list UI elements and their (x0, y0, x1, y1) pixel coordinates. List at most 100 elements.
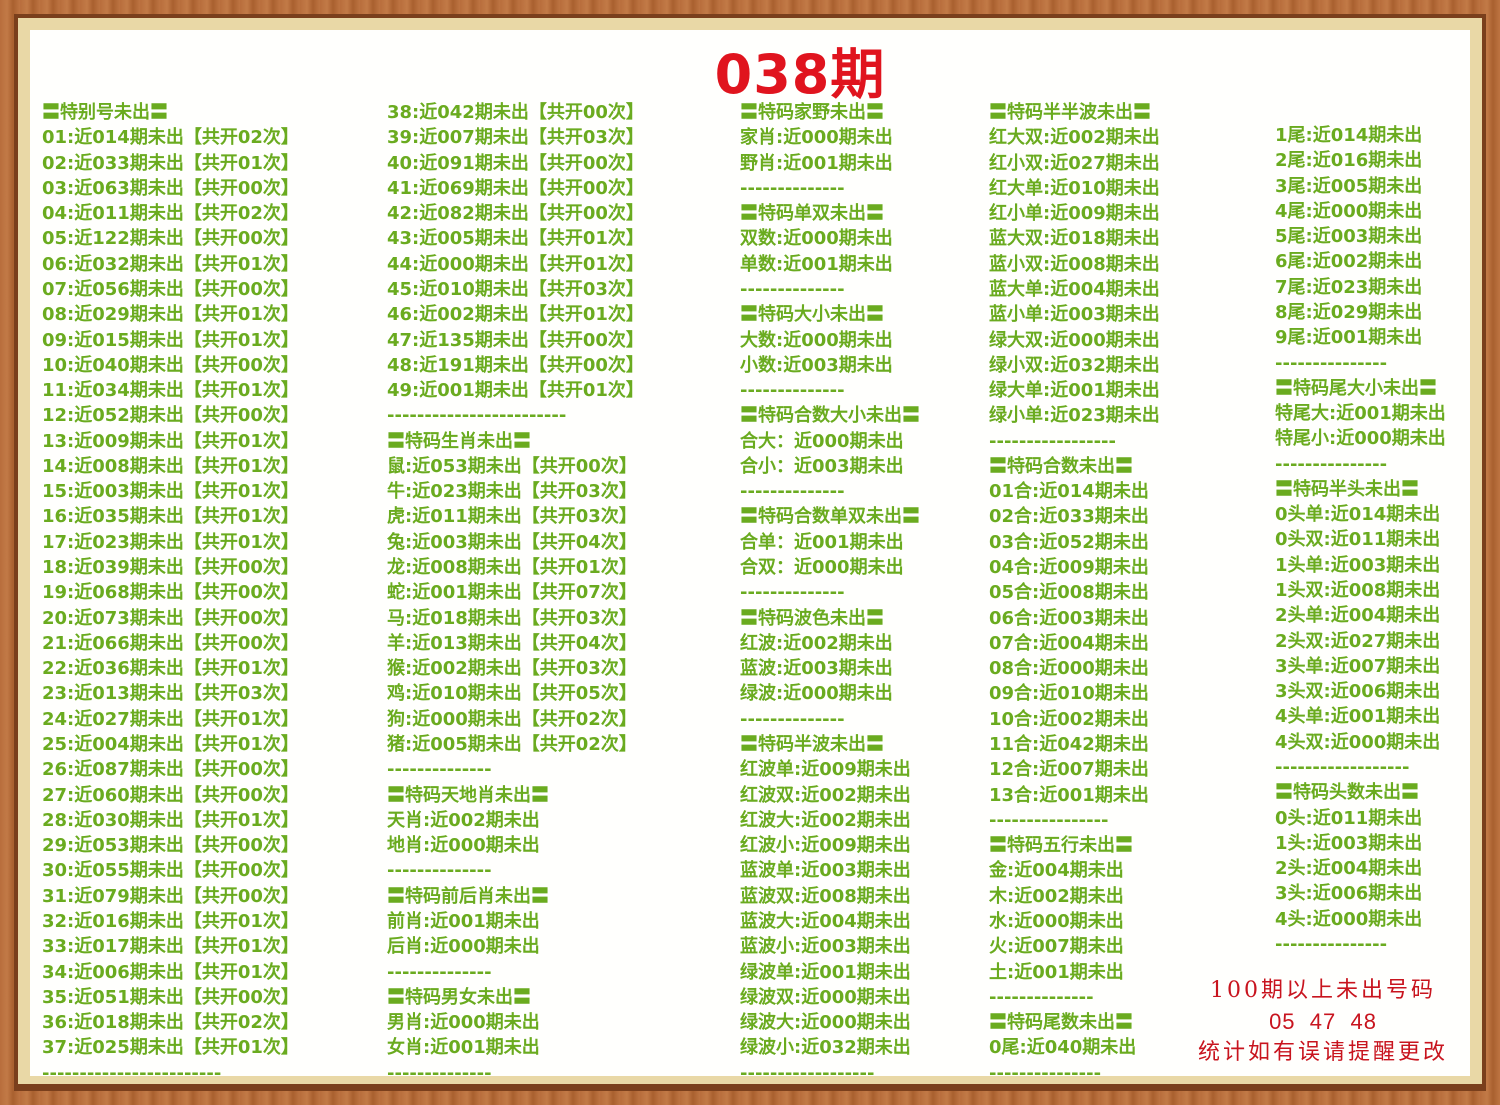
stat-line: 红小双:近027期未出 (989, 152, 1160, 174)
divider: -------------- (740, 177, 845, 199)
stat-line: 绿小双:近032期未出 (989, 354, 1160, 376)
stat-line: 48:近191期未出【共开00次】 (387, 354, 644, 376)
stat-line: 绿波单:近001期未出 (740, 961, 911, 983)
section-header: 〓特码五行未出〓 (989, 835, 1133, 857)
stat-line: 兔:近003期未出【共开04次】 (387, 531, 637, 553)
note-line-2: 05 47 48 (1269, 1009, 1377, 1034)
stat-line: 13合:近001期未出 (989, 784, 1149, 806)
stat-line: 红大单:近010期未出 (989, 177, 1160, 199)
divider: -------------- (740, 708, 845, 730)
stat-line: 08:近029期未出【共开01次】 (42, 304, 299, 326)
section-header: 〓特码前后肖未出〓 (387, 885, 549, 907)
section-header: 〓特码尾大小未出〓 (1275, 377, 1437, 399)
stat-line: 蓝波双:近008期未出 (740, 885, 911, 907)
stat-line: 0头双:近011期未出 (1275, 529, 1441, 551)
divider: --------------- (1275, 933, 1388, 955)
issue-title: 038期 (714, 43, 886, 106)
stat-line: 09:近015期未出【共开01次】 (42, 329, 299, 351)
stat-line: 0尾:近040期未出 (989, 1037, 1137, 1059)
stat-line: 20:近073期未出【共开00次】 (42, 607, 299, 629)
stat-line: 牛:近023期未出【共开03次】 (387, 481, 637, 503)
stat-line: 16:近035期未出【共开01次】 (42, 506, 299, 528)
stat-line: 3头:近006期未出 (1275, 883, 1423, 905)
stat-line: 01:近014期未出【共开02次】 (42, 127, 299, 149)
divider: -------------- (740, 380, 845, 402)
stat-line: 18:近039期未出【共开00次】 (42, 557, 299, 579)
stat-line: 3尾:近005期未出 (1275, 175, 1423, 197)
stat-line: 39:近007期未出【共开03次】 (387, 127, 644, 149)
stat-line: 38:近042期未出【共开00次】 (387, 102, 644, 123)
stat-line: 大数:近000期未出 (740, 329, 893, 351)
stat-line: 06合:近003期未出 (989, 607, 1149, 629)
section-header: 〓特码波色未出〓 (740, 607, 884, 629)
stat-line: 47:近135期未出【共开00次】 (387, 329, 644, 351)
stat-line: 17:近023期未出【共开01次】 (42, 531, 299, 553)
section-header: 〓特码生肖未出〓 (387, 430, 531, 452)
divider: -------------- (387, 961, 492, 983)
stat-line: 15:近003期未出【共开01次】 (42, 481, 299, 503)
stat-line: 02:近033期未出【共开01次】 (42, 152, 299, 174)
stat-line: 蓝大单:近004期未出 (989, 278, 1160, 300)
section-header: 〓特码半半波未出〓 (989, 102, 1151, 123)
stat-line: 蓝波小:近003期未出 (740, 936, 911, 958)
stat-line: 女肖:近001期未出 (387, 1037, 540, 1059)
stat-line: 8尾:近029期未出 (1275, 301, 1423, 323)
stat-line: 24:近027期未出【共开01次】 (42, 708, 299, 730)
stat-line: 1尾:近014期未出 (1275, 125, 1423, 146)
stat-line: 绿波双:近000期未出 (740, 986, 911, 1008)
stat-line: 11:近034期未出【共开01次】 (42, 380, 299, 402)
stat-line: 42:近082期未出【共开00次】 (387, 203, 644, 225)
stat-line: 49:近001期未出【共开01次】 (387, 380, 644, 402)
divider: -------------- (740, 481, 845, 503)
stat-line: 龙:近008期未出【共开01次】 (387, 557, 637, 579)
stat-line: 3头单:近007期未出 (1275, 655, 1441, 677)
stat-line: 木:近002期未出 (989, 885, 1124, 907)
section-header: 〓特码单双未出〓 (740, 203, 884, 225)
stat-line: 蓝小单:近003期未出 (989, 304, 1160, 326)
stat-line: 鸡:近010期未出【共开05次】 (387, 683, 637, 705)
section-header: 〓特码尾数未出〓 (989, 1012, 1133, 1034)
stat-line: 绿波:近000期未出 (740, 683, 893, 705)
divider: -------------- (387, 860, 492, 882)
stat-line: 1头:近003期未出 (1275, 832, 1423, 854)
stat-line: 46:近002期未出【共开01次】 (387, 304, 644, 326)
section-header: 〓特码合数单双未出〓 (740, 506, 920, 528)
stat-line: 红大双:近002期未出 (989, 127, 1160, 149)
stat-line: 03:近063期未出【共开00次】 (42, 177, 299, 199)
stat-line: 1头单:近003期未出 (1275, 554, 1441, 576)
stat-line: 2尾:近016期未出 (1275, 150, 1423, 172)
stat-line: 30:近055期未出【共开00次】 (42, 860, 299, 882)
stat-line: 水:近000期未出 (989, 910, 1124, 932)
stat-line: 6尾:近002期未出 (1275, 251, 1423, 273)
section-header: 〓特码半波未出〓 (740, 734, 884, 755)
stat-line: 特尾小:近000期未出 (1275, 428, 1446, 450)
stat-line: 绿小单:近023期未出 (989, 405, 1160, 427)
stat-line: 06:近032期未出【共开01次】 (42, 253, 299, 275)
stat-line: 12:近052期未出【共开00次】 (42, 405, 299, 427)
section-header: 〓特码家野未出〓 (740, 102, 884, 123)
divider: ------------------ (740, 1062, 875, 1084)
section-header: 〓特码天地肖未出〓 (387, 784, 549, 806)
stat-line: 32:近016期未出【共开01次】 (42, 910, 299, 932)
stat-line: 虎:近011期未出【共开03次】 (387, 506, 637, 528)
divider: -------------- (740, 582, 845, 604)
stat-line: 22:近036期未出【共开01次】 (42, 658, 299, 680)
note-line-1: 100期以上未出号码 (1210, 978, 1436, 1003)
stat-line: 蓝大双:近018期未出 (989, 228, 1160, 250)
divider: --------------- (1275, 352, 1388, 374)
stat-line: 火:近007期未出 (989, 936, 1124, 958)
stat-line: 26:近087期未出【共开00次】 (42, 759, 299, 781)
stat-line: 蓝小双:近008期未出 (989, 253, 1160, 275)
stat-line: 07:近056期未出【共开00次】 (42, 278, 299, 300)
stat-line: 10合:近002期未出 (989, 708, 1149, 730)
stat-line: 绿大单:近001期未出 (989, 380, 1160, 402)
stat-line: 41:近069期未出【共开00次】 (387, 177, 644, 199)
section-header: 〓特别号未出〓 (42, 102, 168, 123)
stat-line: 14:近008期未出【共开01次】 (42, 455, 299, 477)
stat-line: 合双：近000期未出 (740, 557, 904, 579)
stat-line: 4头:近000期未出 (1275, 908, 1423, 930)
stat-line: 23:近013期未出【共开03次】 (42, 683, 299, 705)
stat-line: 2头:近004期未出 (1275, 858, 1423, 880)
stat-line: 1头双:近008期未出 (1275, 580, 1441, 602)
stat-line: 25:近004期未出【共开01次】 (42, 734, 299, 755)
